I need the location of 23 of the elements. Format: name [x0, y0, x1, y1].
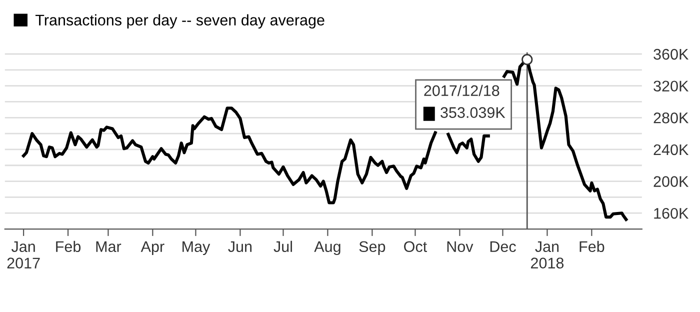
x-tick-label: Oct — [404, 241, 427, 252]
annotation: 353.039K — [440, 107, 506, 118]
x-tick-label: Mar — [96, 241, 122, 252]
x-tick-label: Jan 2018 — [530, 241, 564, 268]
x-tick-label: May — [182, 241, 210, 256]
y-tick-label: 280K — [654, 112, 689, 124]
x-tick-label: Jan 2017 — [7, 241, 40, 268]
x-tick-label: Nov — [447, 241, 474, 252]
y-tick-label: 320K — [654, 80, 689, 92]
x-tick-label: Apr — [140, 241, 164, 256]
x-tick-label: Dec — [490, 241, 516, 252]
x-tick-label: Aug — [314, 241, 340, 256]
y-tick-label: 360K — [654, 48, 689, 60]
y-tick-label: 240K — [654, 144, 689, 156]
annotation: 2017/12/18 — [424, 84, 500, 96]
x-tick-label: Feb — [56, 240, 81, 252]
x-tick-label: Sep — [359, 241, 386, 256]
x-tick-label: Jul — [274, 240, 292, 252]
x-tick-label: Feb — [580, 240, 604, 252]
x-tick-label: Jun — [228, 241, 252, 252]
y-tick-label: 200K — [654, 176, 689, 187]
y-tick-label: 160K — [654, 208, 689, 219]
legend-label: Transactions per day -- seven day average — [35, 14, 324, 29]
